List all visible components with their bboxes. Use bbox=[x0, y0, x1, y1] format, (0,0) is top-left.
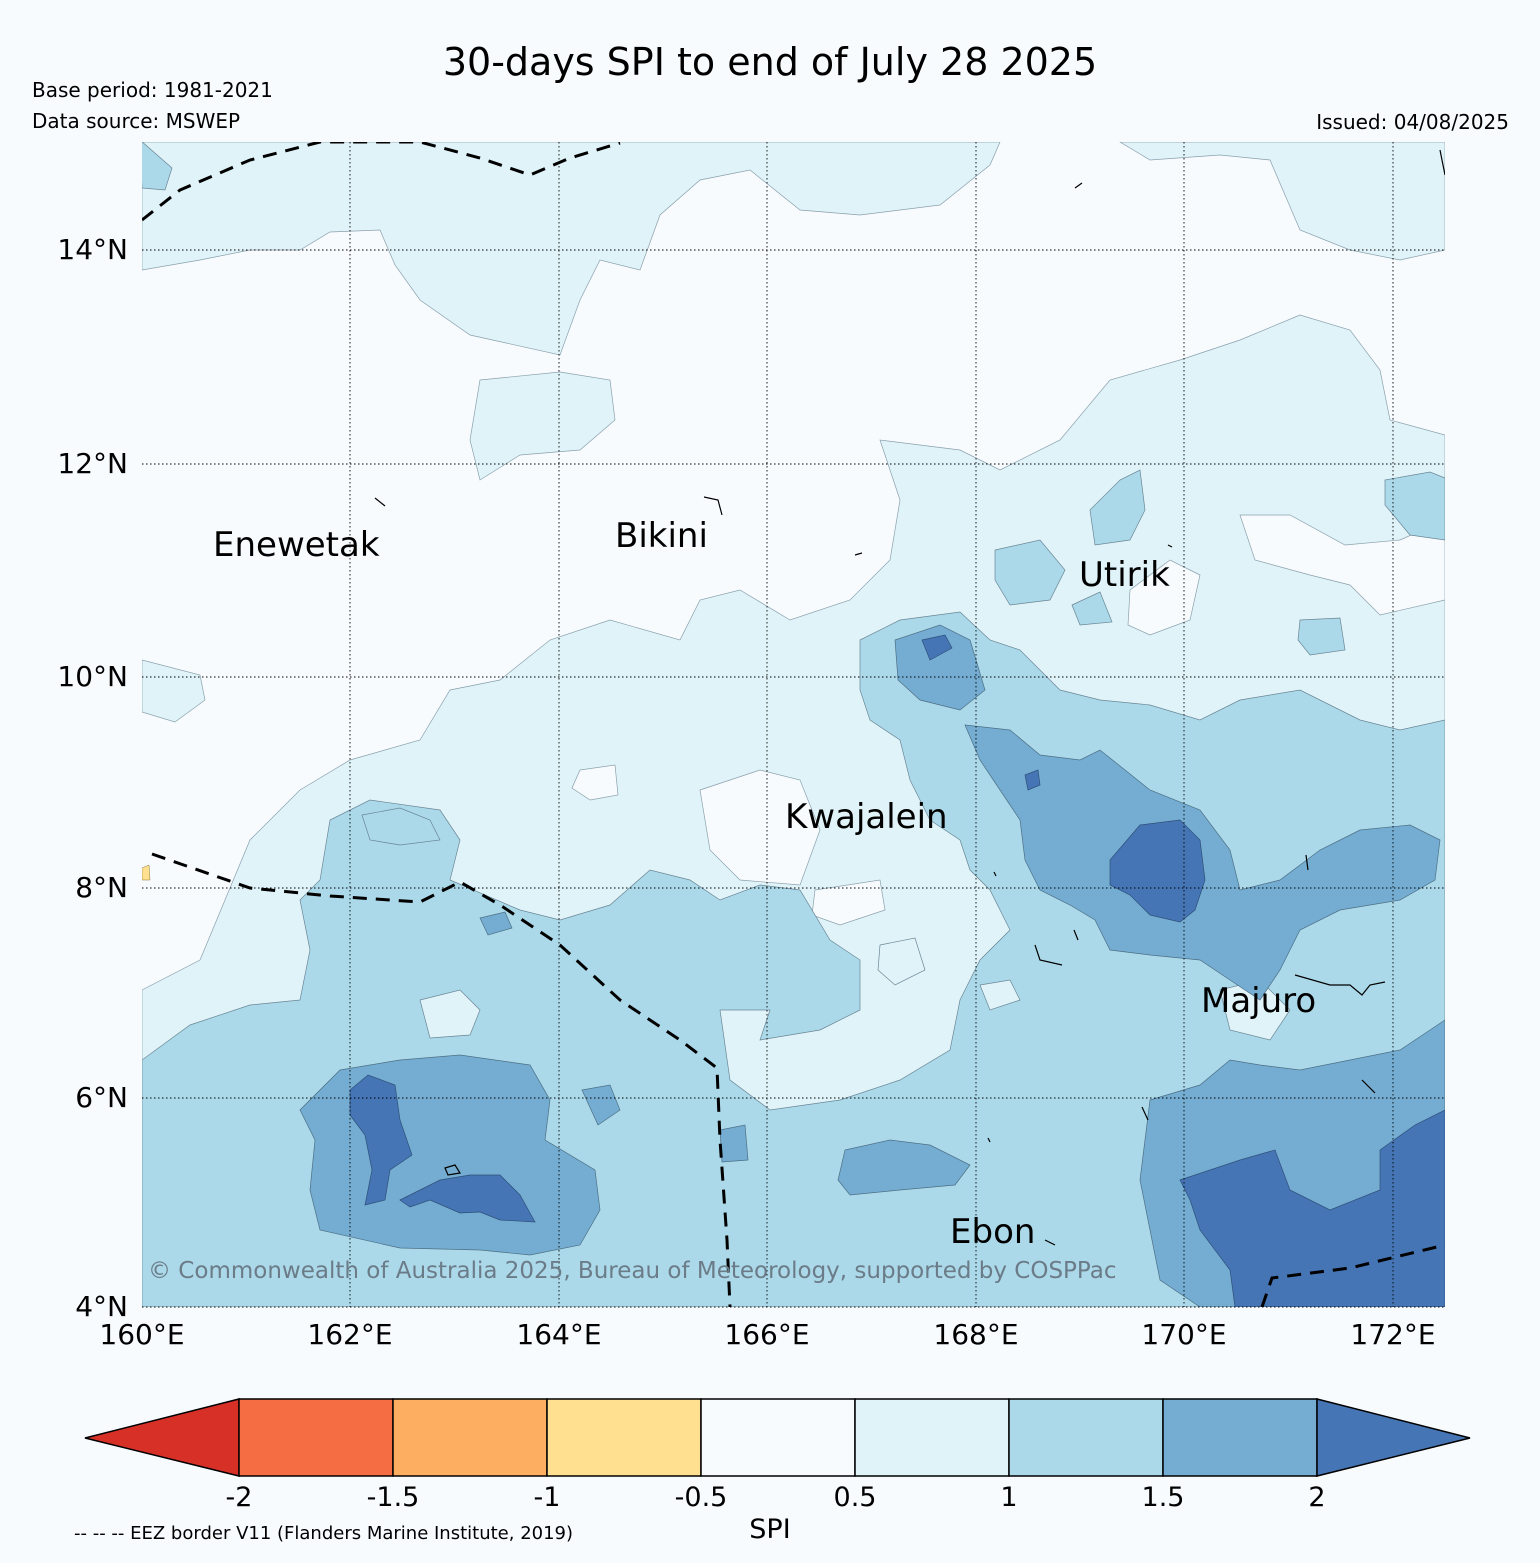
lat-tick-labels: 14°N 12°N 10°N 8°N 6°N 4°N bbox=[57, 233, 128, 1323]
colorbar-label: SPI bbox=[749, 1514, 791, 1545]
place-label-ebon: Ebon bbox=[950, 1212, 1035, 1252]
place-labels: Enewetak Bikini Utirik Kwajalein Majuro … bbox=[213, 516, 1316, 1252]
copyright-notice: © Commonwealth of Australia 2025, Bureau… bbox=[148, 1258, 1117, 1284]
colorbar-segment bbox=[854, 1398, 1010, 1477]
lon-tick-label: 170°E bbox=[1141, 1318, 1226, 1351]
eez-border-note: -- -- -- EEZ border V11 (Flanders Marine… bbox=[74, 1523, 574, 1544]
colorbar bbox=[84, 1398, 1471, 1477]
map-title: 30-days SPI to end of July 28 2025 bbox=[442, 40, 1098, 84]
graticule bbox=[142, 142, 1445, 1308]
colorbar-tick-label: -1.5 bbox=[366, 1482, 420, 1513]
lat-tick-label: 12°N bbox=[57, 447, 128, 480]
lon-tick-label: 162°E bbox=[307, 1318, 392, 1351]
colorbar-segment bbox=[700, 1398, 856, 1477]
lon-tick-label: 168°E bbox=[933, 1318, 1018, 1351]
lon-tick-label: 172°E bbox=[1350, 1318, 1435, 1351]
colorbar-tick-label: 1 bbox=[1000, 1482, 1018, 1513]
place-label-kwajalein: Kwajalein bbox=[785, 797, 948, 837]
colorbar-tick-label: -0.5 bbox=[674, 1482, 728, 1513]
colorbar-tick-label: -1 bbox=[533, 1482, 561, 1513]
base-period-note: Base period: 1981-2021 bbox=[32, 78, 273, 102]
colorbar-segment bbox=[1316, 1398, 1471, 1477]
issued-date: Issued: 04/08/2025 bbox=[1316, 110, 1509, 134]
colorbar-segment bbox=[238, 1398, 394, 1477]
lon-tick-labels: 160°E 162°E 164°E 166°E 168°E 170°E 172°… bbox=[99, 1318, 1435, 1351]
lon-tick-label: 164°E bbox=[516, 1318, 601, 1351]
colorbar-tick-label: 2 bbox=[1308, 1482, 1326, 1513]
colorbar-segment bbox=[84, 1398, 240, 1477]
lon-tick-label: 166°E bbox=[724, 1318, 809, 1351]
lat-tick-label: 8°N bbox=[75, 871, 128, 904]
place-label-bikini: Bikini bbox=[615, 516, 708, 556]
lat-tick-label: 4°N bbox=[75, 1290, 128, 1323]
place-label-utirik: Utirik bbox=[1079, 555, 1170, 595]
spi-contours bbox=[142, 142, 1445, 1307]
colorbar-segment bbox=[546, 1398, 702, 1477]
colorbar-segment bbox=[392, 1398, 548, 1477]
colorbar-tick-label: -2 bbox=[225, 1482, 253, 1513]
colorbar-tick-label: 1.5 bbox=[1141, 1482, 1185, 1513]
lat-tick-label: 10°N bbox=[57, 660, 128, 693]
lon-tick-label: 160°E bbox=[99, 1318, 184, 1351]
data-source-note: Data source: MSWEP bbox=[32, 109, 241, 133]
lat-tick-label: 14°N bbox=[57, 233, 128, 266]
colorbar-segment bbox=[1008, 1398, 1164, 1477]
colorbar-segment bbox=[1162, 1398, 1318, 1477]
place-label-majuro: Majuro bbox=[1201, 981, 1316, 1021]
place-label-enewetak: Enewetak bbox=[213, 525, 380, 565]
eez-border bbox=[142, 142, 1445, 1307]
lat-tick-label: 6°N bbox=[75, 1081, 128, 1114]
colorbar-tick-label: 0.5 bbox=[833, 1482, 877, 1513]
